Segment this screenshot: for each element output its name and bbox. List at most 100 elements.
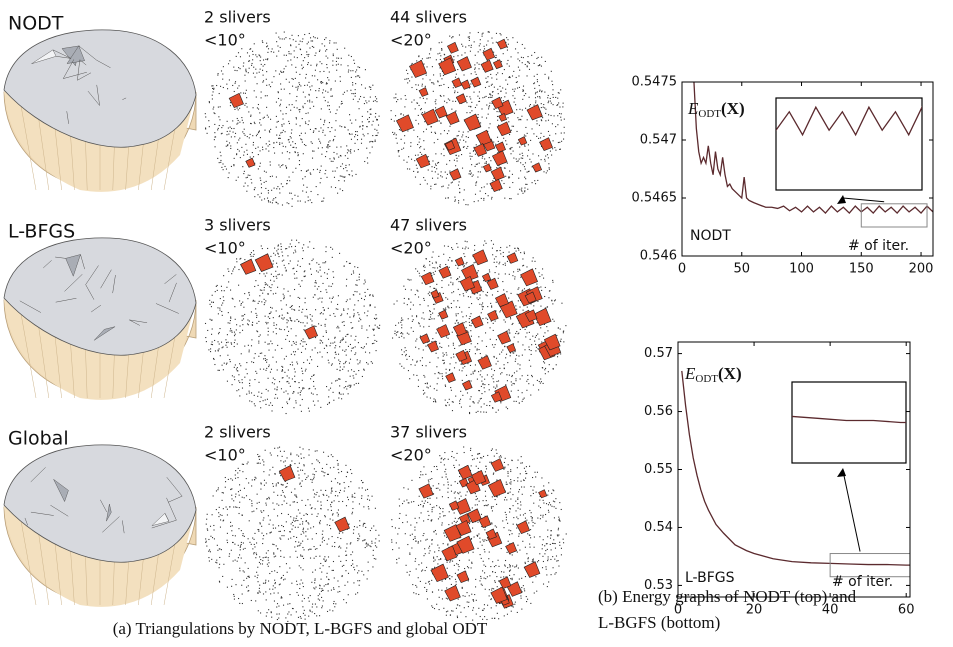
point [210, 304, 211, 305]
point [302, 547, 303, 548]
point [326, 64, 327, 65]
point [524, 190, 525, 191]
point [539, 90, 540, 91]
point [297, 557, 298, 558]
point [522, 158, 523, 159]
point [355, 346, 356, 347]
point [302, 371, 303, 372]
point [254, 123, 255, 124]
point [517, 88, 518, 89]
point [210, 526, 211, 527]
point [219, 308, 220, 309]
point [469, 32, 470, 33]
point [269, 343, 270, 344]
point [499, 86, 500, 87]
point [315, 90, 316, 91]
point [223, 169, 224, 170]
point [328, 286, 329, 287]
point [350, 359, 351, 360]
point [290, 453, 291, 454]
point [315, 282, 316, 283]
point [419, 275, 420, 276]
point [265, 503, 266, 504]
point [425, 180, 426, 181]
point [269, 84, 270, 85]
point [222, 79, 223, 80]
point [281, 309, 282, 310]
point [410, 142, 411, 143]
point [220, 519, 221, 520]
point [249, 383, 250, 384]
point [266, 71, 267, 72]
point [319, 88, 320, 89]
point [238, 389, 239, 390]
point [424, 300, 425, 301]
point [321, 201, 322, 202]
point [357, 538, 358, 539]
point [279, 328, 280, 329]
point [361, 139, 362, 140]
point [285, 465, 286, 466]
point [234, 136, 235, 137]
point [466, 263, 467, 264]
point [357, 359, 358, 360]
point [209, 319, 210, 320]
point [515, 48, 516, 49]
point [346, 602, 347, 603]
point [335, 491, 336, 492]
point [277, 398, 278, 399]
point [496, 386, 497, 387]
point [503, 100, 504, 101]
point [258, 356, 259, 357]
point [281, 597, 282, 598]
point [491, 450, 492, 451]
point [552, 123, 553, 124]
sliver [450, 169, 462, 181]
point [379, 328, 380, 329]
point [286, 319, 287, 320]
point [427, 502, 428, 503]
point [457, 322, 458, 323]
sliver [452, 78, 462, 88]
point [524, 135, 525, 136]
point [315, 347, 316, 348]
point [377, 135, 378, 136]
point [266, 273, 267, 274]
point [507, 408, 508, 409]
point [529, 332, 530, 333]
point [431, 318, 432, 319]
point [308, 94, 309, 95]
point [242, 497, 243, 498]
point [264, 171, 265, 172]
point [429, 53, 430, 54]
point [492, 42, 493, 43]
point [322, 468, 323, 469]
point [213, 88, 214, 89]
point [282, 186, 283, 187]
point [443, 149, 444, 150]
point [258, 147, 259, 148]
point [268, 580, 269, 581]
point [543, 104, 544, 105]
point [271, 532, 272, 533]
point [300, 405, 301, 406]
point [346, 547, 347, 548]
point [256, 73, 257, 74]
point [269, 589, 270, 590]
point [438, 315, 439, 316]
point [321, 83, 322, 84]
point [224, 290, 225, 291]
point [211, 306, 212, 307]
point [486, 104, 487, 105]
point [227, 131, 228, 132]
point-cloud [391, 31, 565, 205]
point [274, 600, 275, 601]
point [268, 609, 269, 610]
point [331, 488, 332, 489]
point [334, 347, 335, 348]
point [529, 159, 530, 160]
point [540, 378, 541, 379]
point [525, 513, 526, 514]
point [301, 579, 302, 580]
point [217, 129, 218, 130]
